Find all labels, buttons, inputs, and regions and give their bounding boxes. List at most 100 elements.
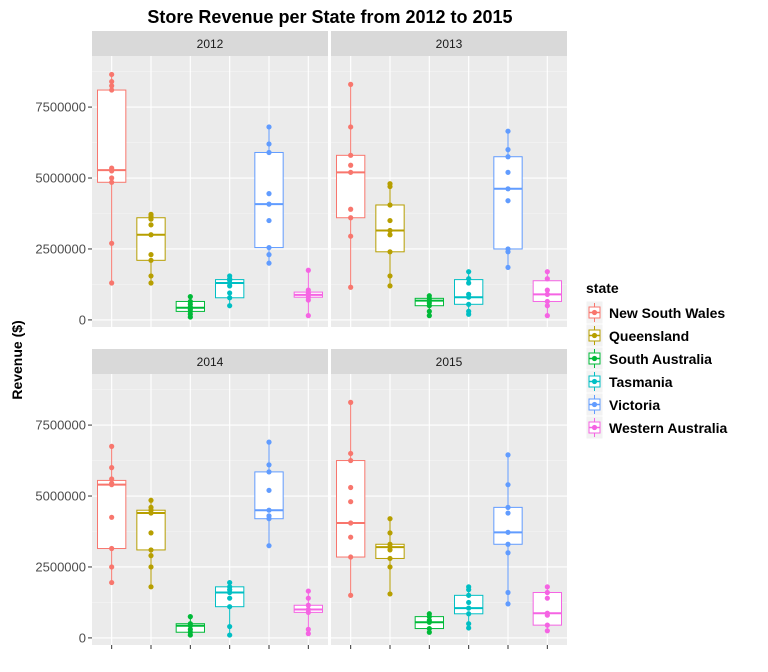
facet-panel-2013: 2013 xyxy=(331,31,567,327)
legend-item-south-australia: South Australia xyxy=(585,346,712,371)
data-point xyxy=(148,547,154,553)
data-point xyxy=(227,303,233,309)
data-point xyxy=(466,625,472,631)
data-point xyxy=(505,504,511,510)
facet-strip-label: 2015 xyxy=(436,355,463,369)
data-point xyxy=(505,541,511,547)
data-point xyxy=(148,232,154,238)
box-south-australia xyxy=(175,614,205,638)
data-point xyxy=(266,217,272,224)
data-point xyxy=(466,592,472,598)
box-victoria xyxy=(254,439,284,549)
data-point xyxy=(305,631,311,637)
data-point xyxy=(505,186,511,192)
data-point xyxy=(426,614,432,620)
data-point xyxy=(109,564,115,570)
data-point xyxy=(348,457,354,464)
legend-item-tasmania: Tasmania xyxy=(585,369,673,394)
legend-key-point xyxy=(591,424,598,431)
data-point xyxy=(148,273,154,279)
data-point xyxy=(348,124,354,130)
box-victoria xyxy=(493,128,523,271)
data-point xyxy=(266,141,272,147)
box-new-south-wales xyxy=(97,443,127,586)
data-point xyxy=(148,530,154,536)
legend-item-new-south-wales: New South Wales xyxy=(585,300,725,325)
data-point xyxy=(109,514,115,520)
legend-label: South Australia xyxy=(609,351,712,367)
facet-strip xyxy=(92,349,328,374)
data-point xyxy=(305,609,311,615)
y-tick-label: 2500000 xyxy=(35,559,86,574)
data-point xyxy=(544,298,550,305)
box-new-south-wales xyxy=(336,81,366,290)
data-point xyxy=(266,149,272,156)
y-tick-label: 7500000 xyxy=(35,100,86,115)
data-point xyxy=(348,215,354,221)
data-point xyxy=(466,269,472,275)
data-point xyxy=(426,313,432,319)
data-point xyxy=(187,623,193,629)
data-point xyxy=(544,589,550,596)
data-point xyxy=(227,632,233,638)
data-point xyxy=(426,629,432,635)
data-point xyxy=(544,595,550,601)
box-south-australia xyxy=(175,294,205,320)
data-point xyxy=(466,276,472,282)
data-point xyxy=(266,507,272,513)
data-point xyxy=(109,465,115,471)
data-point xyxy=(305,297,311,303)
y-tick-label: 7500000 xyxy=(35,418,86,433)
box-body xyxy=(136,509,166,551)
data-point xyxy=(544,287,550,293)
data-point xyxy=(109,240,115,246)
data-point xyxy=(544,303,550,309)
data-point xyxy=(266,191,272,197)
legend-label: Victoria xyxy=(609,397,660,413)
legend-label: Queensland xyxy=(609,328,689,344)
data-point xyxy=(348,206,354,212)
data-point xyxy=(109,443,115,449)
data-point xyxy=(227,604,233,610)
data-point xyxy=(466,599,472,606)
data-point xyxy=(305,595,311,601)
data-point xyxy=(544,269,550,275)
legend-label: Western Australia xyxy=(609,420,727,436)
data-point xyxy=(466,621,472,627)
data-point xyxy=(426,625,432,632)
data-point xyxy=(148,216,154,222)
data-point xyxy=(505,249,511,255)
data-point xyxy=(227,623,233,630)
data-point xyxy=(109,175,115,181)
data-point xyxy=(266,201,272,207)
data-point xyxy=(266,124,272,130)
data-point xyxy=(505,147,511,153)
data-point xyxy=(266,439,272,445)
plot-background xyxy=(331,56,567,327)
legend-key-point xyxy=(591,355,598,362)
facet-strip-label: 2012 xyxy=(197,37,224,51)
data-point xyxy=(387,249,393,255)
data-point xyxy=(544,622,550,628)
data-point xyxy=(505,601,511,607)
data-point xyxy=(505,452,511,458)
data-point xyxy=(387,516,393,522)
chart-title: Store Revenue per State from 2012 to 201… xyxy=(147,7,512,27)
data-point xyxy=(227,295,233,301)
data-point xyxy=(387,283,393,289)
data-point xyxy=(305,626,311,632)
data-point xyxy=(266,252,272,258)
data-point xyxy=(148,564,154,570)
box-body xyxy=(254,151,284,249)
data-point xyxy=(148,553,154,559)
data-point xyxy=(387,564,393,570)
box-queensland xyxy=(375,516,405,597)
box-western-australia xyxy=(532,584,562,634)
data-point xyxy=(348,484,354,491)
box-tasmania xyxy=(454,584,484,631)
data-point xyxy=(387,273,393,279)
box-new-south-wales xyxy=(97,71,127,286)
data-point xyxy=(109,78,115,85)
data-point xyxy=(505,589,511,596)
